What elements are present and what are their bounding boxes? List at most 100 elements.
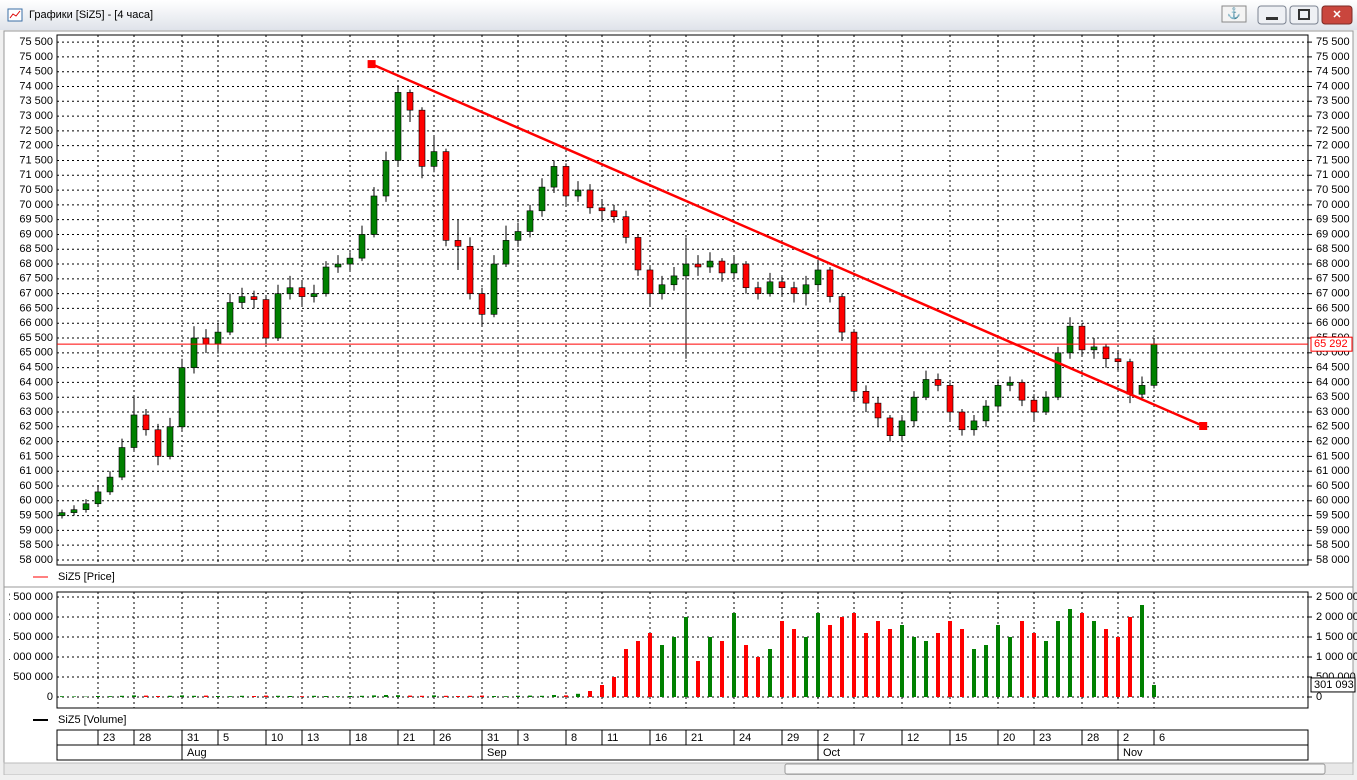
y-tick-label-right: 67 500 [1316, 273, 1350, 285]
candle-body [371, 196, 377, 234]
y-tick-label-left: 75 500 [19, 36, 53, 48]
y-tick-label-right: 70 500 [1316, 184, 1350, 196]
volume-bar [552, 695, 556, 697]
candle-body [959, 412, 965, 430]
candle-body [995, 385, 1001, 406]
volume-bar [156, 696, 160, 697]
date-label: 11 [607, 732, 618, 744]
candle-body [431, 152, 437, 167]
candle-body [107, 477, 113, 492]
y-tick-label-left: 1 000 000 [4, 651, 53, 663]
minimize-button[interactable] [1258, 6, 1286, 24]
y-tick-label-left: 71 500 [19, 154, 53, 166]
candle-body [527, 211, 533, 232]
y-tick-label-right: 61 000 [1316, 465, 1350, 477]
y-tick-label-left: 74 500 [19, 66, 53, 78]
volume-bar [240, 696, 244, 697]
date-label: 2 [1123, 732, 1129, 744]
y-tick-label-right: 64 000 [1316, 376, 1350, 388]
window-title: Графики [SiZ5] - [4 часа] [29, 9, 153, 21]
volume-bar [684, 617, 688, 697]
date-label: 31 [187, 732, 199, 744]
volume-bar [888, 629, 892, 697]
volume-bar [180, 695, 184, 697]
y-tick-label-right: 74 000 [1316, 80, 1350, 92]
volume-bar [252, 696, 256, 697]
y-tick-label-left: 69 500 [19, 214, 53, 226]
volume-bar [588, 691, 592, 697]
volume-bar [348, 696, 352, 697]
y-tick-label-left: 71 000 [19, 169, 53, 181]
y-tick-label-right: 73 500 [1316, 95, 1350, 107]
y-tick-label-left: 75 000 [19, 51, 53, 63]
y-tick-label-right: 63 000 [1316, 406, 1350, 418]
candle-body [695, 264, 701, 267]
date-label: 23 [103, 732, 115, 744]
y-tick-label-right: 60 000 [1316, 495, 1350, 507]
volume-bar [336, 696, 340, 697]
volume-bar [144, 696, 148, 697]
y-tick-label-left: 65 500 [19, 332, 53, 344]
y-tick-label-right: 69 500 [1316, 214, 1350, 226]
y-tick-label-left: 66 500 [19, 302, 53, 314]
volume-legend: SiZ5 [Volume] [58, 714, 126, 726]
volume-bar [636, 641, 640, 697]
y-tick-label-right: 59 000 [1316, 524, 1350, 536]
volume-bar [924, 641, 928, 697]
candle-body [803, 285, 809, 294]
restore-button[interactable] [1290, 6, 1318, 24]
volume-bar [624, 649, 628, 697]
volume-bar [420, 696, 424, 697]
candle-body [251, 297, 257, 300]
date-label: 26 [439, 732, 451, 744]
candle-body [119, 448, 125, 478]
date-label: 18 [355, 732, 367, 744]
candle-body [503, 240, 509, 264]
y-tick-label-left: 500 000 [13, 671, 53, 683]
scrollbar-thumb[interactable] [785, 764, 1325, 774]
y-tick-label-left: 1 500 000 [4, 631, 53, 643]
y-tick-label-right: 60 500 [1316, 480, 1350, 492]
date-label: 2 [823, 732, 829, 744]
y-tick-label-right: 1 000 000 [1316, 651, 1357, 663]
y-tick-label-right: 69 000 [1316, 228, 1350, 240]
y-tick-label-right: 67 000 [1316, 288, 1350, 300]
candle-body [983, 406, 989, 421]
candle-body [1019, 382, 1025, 400]
volume-bar [1104, 629, 1108, 697]
volume-bar [516, 696, 520, 697]
volume-bar [732, 613, 736, 697]
volume-bar [480, 696, 484, 697]
candle-body [1151, 344, 1157, 385]
y-tick-label-left: 68 500 [19, 243, 53, 255]
candle-body [1055, 353, 1061, 397]
title-bar [0, 0, 1357, 30]
volume-bar [996, 625, 1000, 697]
volume-bar [432, 695, 436, 697]
volume-bar [708, 637, 712, 697]
volume-bar [504, 696, 508, 697]
close-icon: ✕ [1332, 9, 1341, 21]
y-tick-label-right: 71 000 [1316, 169, 1350, 181]
y-tick-label-left: 61 500 [19, 450, 53, 462]
y-tick-label-right: 68 000 [1316, 258, 1350, 270]
date-label: 28 [1087, 732, 1099, 744]
date-label: 23 [1039, 732, 1051, 744]
volume-bar [972, 649, 976, 697]
y-tick-label-right: 75 500 [1316, 36, 1350, 48]
volume-bar [936, 633, 940, 697]
y-tick-label-right: 0 [1316, 691, 1322, 703]
candle-body [851, 332, 857, 391]
volume-bar [96, 696, 100, 697]
volume-bar [300, 696, 304, 697]
candle-body [347, 258, 353, 264]
volume-bar [804, 637, 808, 697]
candle-body [59, 513, 65, 516]
date-label: 29 [787, 732, 799, 744]
candle-body [467, 246, 473, 293]
volume-bar [1092, 621, 1096, 697]
y-tick-label-right: 61 500 [1316, 450, 1350, 462]
volume-bar [396, 695, 400, 697]
volume-bar [288, 696, 292, 697]
